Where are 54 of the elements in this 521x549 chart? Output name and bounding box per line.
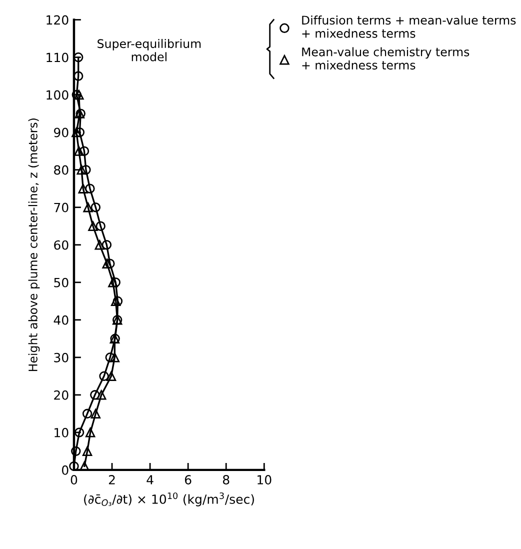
- legend-label: Mean-value chemistry terms + mixedness terms: [302, 47, 470, 70]
- point: [85, 184, 95, 194]
- point: [82, 446, 92, 456]
- point: [102, 258, 112, 268]
- y-tick-label: 30: [54, 352, 68, 362]
- point: [108, 278, 118, 288]
- point: [74, 127, 85, 138]
- x-tick-label: 10: [258, 475, 272, 484]
- y-tick-label: 110: [46, 52, 68, 62]
- point: [76, 164, 86, 175]
- point: [90, 202, 101, 212]
- point: [78, 184, 88, 194]
- y-tick-label: 60: [54, 240, 68, 250]
- y-tick-label: 90: [54, 128, 68, 138]
- point: [81, 164, 91, 175]
- point: [85, 428, 96, 438]
- y-tick-label: 10: [54, 428, 68, 438]
- point: [74, 428, 84, 438]
- point: [110, 352, 120, 362]
- annotation: Super-equilibrium model: [98, 38, 201, 62]
- x-tick-label: 2: [108, 475, 115, 484]
- x-axis-title: (∂c̄$_{O₃}$/∂t) × 10$^{10}$ (kg/m$^{3}$/sec): [84, 492, 254, 506]
- point: [90, 390, 100, 400]
- point: [96, 390, 106, 400]
- point: [79, 146, 90, 156]
- x-tick-label: 6: [184, 475, 192, 484]
- y-tick-label: 100: [46, 90, 68, 100]
- point: [102, 240, 112, 250]
- point: [110, 278, 120, 288]
- y-tick-label: 50: [54, 278, 68, 288]
- point: [106, 371, 116, 382]
- point: [71, 446, 81, 456]
- y-tick-label: 80: [54, 165, 68, 175]
- legend-label: Diffusion terms + mean-value terms + mixedness terms: [302, 15, 516, 38]
- point: [74, 146, 84, 156]
- y-tick-label: 120: [46, 15, 68, 25]
- point: [94, 240, 105, 250]
- point: [69, 461, 79, 472]
- point: [90, 408, 101, 419]
- y-tick-label: 20: [54, 390, 68, 400]
- point: [105, 258, 115, 268]
- point: [82, 408, 92, 419]
- x-tick-label: 0: [70, 475, 78, 484]
- y-axis-title: Height above plume center-line, z (meters): [28, 118, 40, 372]
- point: [88, 221, 98, 231]
- point: [83, 202, 93, 212]
- x-tick-label: 4: [146, 475, 154, 484]
- point: [105, 352, 115, 362]
- y-tick-label: 40: [54, 315, 68, 325]
- x-tick-label: 8: [222, 475, 230, 484]
- y-tick-label: 0: [62, 465, 68, 475]
- point: [96, 221, 106, 231]
- point: [99, 371, 109, 382]
- y-tick-label: 70: [54, 202, 68, 212]
